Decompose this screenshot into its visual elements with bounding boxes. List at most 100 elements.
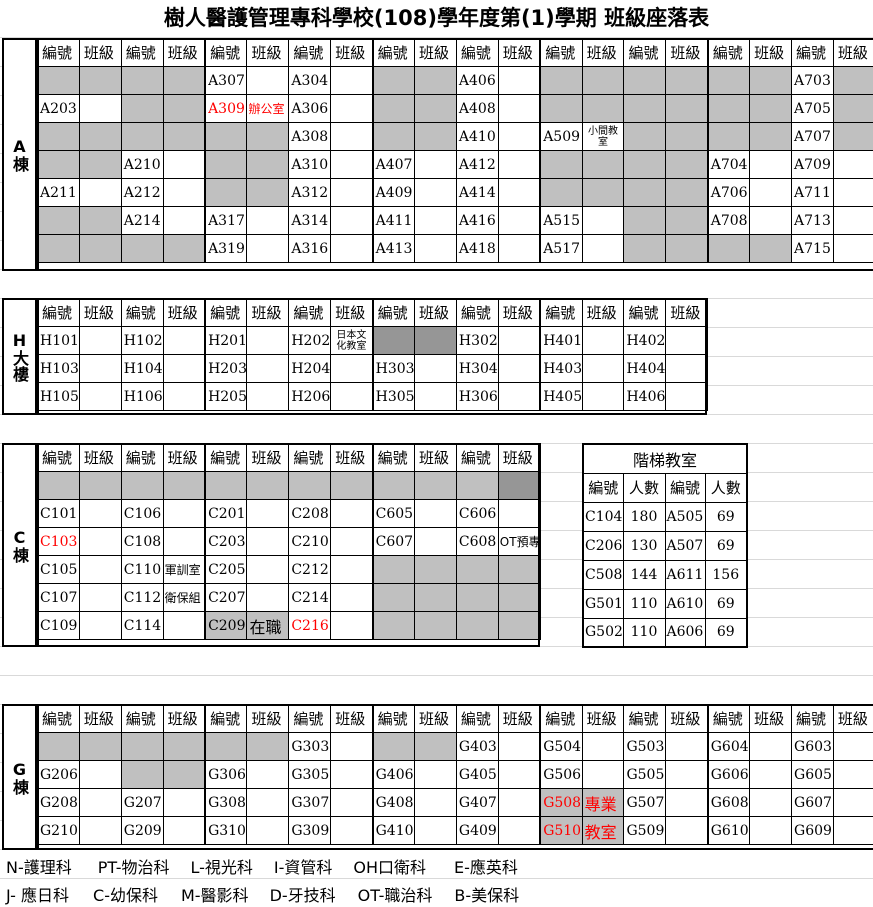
class-cell xyxy=(665,382,709,411)
class-cell xyxy=(497,122,541,151)
room-number-cell: C203 xyxy=(204,527,248,556)
table-row: G208 G207 G308 G307 G408 G407 G508 專業 G507 G608 G6… xyxy=(37,788,873,817)
class-cell: 小間教室 xyxy=(581,122,625,151)
class-cell xyxy=(162,122,206,151)
room-grid: 編號 班級 編號 班級 編號 班級 編號 班級 編號 班級 編號 班級 C101 C106 C201 C208… xyxy=(37,443,541,640)
capacity-cell: 156 xyxy=(704,559,748,590)
room-grid: 編號 班級 編號 班級 編號 班級 編號 班級 編號 班級 編號 班級 編號 班級 編號 班級 H101 H102… xyxy=(37,298,709,411)
room-grid: 編號 班級 編號 班級 編號 班級 編號 班級 編號 班級 編號 班級 編號 班級 編號 班級 編號 班級 編號 班級… xyxy=(37,704,873,845)
room-number-cell: A212 xyxy=(120,178,164,207)
room-number-cell: G306 xyxy=(204,760,248,789)
legend-entry: D-牙技科 xyxy=(269,886,336,905)
class-cell xyxy=(162,66,206,95)
header-class: 班級 xyxy=(246,38,290,67)
table-row xyxy=(37,471,541,500)
room-number-cell: H202 xyxy=(288,326,332,355)
room-number-cell: A611 xyxy=(664,559,706,590)
class-cell xyxy=(246,527,290,556)
room-number-cell: G607 xyxy=(791,788,834,817)
room-number-cell xyxy=(623,178,667,207)
legend-entry: E-應英科 xyxy=(454,858,518,877)
class-cell xyxy=(414,611,457,640)
room-number-cell xyxy=(623,122,667,151)
room-number-cell: A711 xyxy=(791,178,834,207)
class-cell xyxy=(246,122,290,151)
room-number-cell: A309 xyxy=(204,94,248,123)
class-cell xyxy=(665,354,709,383)
class-cell xyxy=(832,760,873,789)
room-number-cell: A606 xyxy=(664,617,706,648)
table-row: H101 H102 H201 H202 日本文化教室 H302 H401 H402 xyxy=(37,326,709,355)
room-number-cell xyxy=(371,611,416,640)
class-cell xyxy=(581,326,625,355)
room-number-cell: A409 xyxy=(371,178,416,207)
header-room-number: 編號 xyxy=(371,443,416,472)
room-number-cell: A707 xyxy=(791,122,834,151)
room-number-cell: A505 xyxy=(664,501,706,532)
class-cell xyxy=(749,66,793,95)
class-cell xyxy=(246,354,290,383)
room-number-cell xyxy=(120,732,164,761)
class-cell xyxy=(665,206,709,235)
room-number-cell xyxy=(37,471,80,500)
header-room-number: 編號 xyxy=(582,472,624,503)
room-number-cell: C207 xyxy=(204,583,248,612)
class-cell: 辦公室 xyxy=(246,94,290,123)
header-room-number: 編號 xyxy=(371,38,416,67)
room-number-cell: A703 xyxy=(791,66,834,95)
room-number-cell: C112 xyxy=(120,583,164,612)
class-cell xyxy=(162,788,206,817)
header-class: 班級 xyxy=(162,704,206,733)
header-row: 編號 班級 編號 班級 編號 班級 編號 班級 編號 班級 編號 班級 編號 班級 編號 班級 編號 班級 編號 班級 xyxy=(37,38,873,67)
block-label: C棟 xyxy=(2,443,37,647)
room-number-cell: A715 xyxy=(791,234,834,263)
room-number-cell: H105 xyxy=(37,382,80,411)
room-number-cell: C205 xyxy=(204,555,248,584)
header-row: 編號 班級 編號 班級 編號 班級 編號 班級 編號 班級 編號 班級 xyxy=(37,443,541,472)
class-cell xyxy=(162,326,206,355)
room-number-cell: A410 xyxy=(455,122,499,151)
class-cell xyxy=(414,234,457,263)
class-cell xyxy=(665,94,709,123)
class-cell xyxy=(832,234,873,263)
room-number-cell: C110 xyxy=(120,555,164,584)
room-number-cell: A211 xyxy=(37,178,80,207)
room-number-cell: A709 xyxy=(791,150,834,179)
header-class: 班級 xyxy=(78,298,122,327)
room-number-cell: A416 xyxy=(455,206,499,235)
room-number-cell xyxy=(455,555,499,584)
room-number-cell: C108 xyxy=(120,527,164,556)
room-number-cell: H402 xyxy=(623,326,667,355)
header-class: 班級 xyxy=(665,298,709,327)
class-cell xyxy=(414,527,457,556)
class-cell xyxy=(78,555,122,584)
class-cell xyxy=(78,816,122,845)
header-class: 班級 xyxy=(665,38,709,67)
header-class: 班級 xyxy=(581,704,625,733)
header-room-number: 編號 xyxy=(288,704,332,733)
header-class: 班級 xyxy=(832,704,873,733)
legend-entry: OT-職治科 xyxy=(357,886,433,905)
class-cell xyxy=(246,555,290,584)
room-number-cell xyxy=(120,234,164,263)
class-cell: 衛保組 xyxy=(162,583,206,612)
legend-entry: OH口衛科 xyxy=(353,858,427,877)
class-cell xyxy=(414,816,457,845)
capacity-cell: 110 xyxy=(622,617,666,648)
table-row: A308 A410 A509 小間教室 A707 xyxy=(37,122,873,151)
header-class: 班級 xyxy=(749,704,793,733)
room-number-cell: A704 xyxy=(706,150,751,179)
class-cell xyxy=(78,66,122,95)
class-cell xyxy=(497,816,541,845)
legend-entry: C-幼保科 xyxy=(93,886,158,905)
room-number-cell xyxy=(371,326,416,355)
header-room-number: 編號 xyxy=(288,298,332,327)
header-class: 班級 xyxy=(330,443,374,472)
class-cell xyxy=(414,326,457,355)
table-row: C508 144 A611 156 xyxy=(582,559,748,590)
header-room-number: 編號 xyxy=(204,704,248,733)
class-cell xyxy=(414,499,457,528)
room-number-cell xyxy=(120,94,164,123)
capacity-cell: 144 xyxy=(622,559,666,590)
class-cell xyxy=(414,555,457,584)
